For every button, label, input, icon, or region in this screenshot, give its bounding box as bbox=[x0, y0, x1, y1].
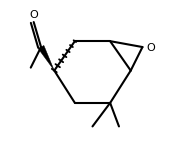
Text: O: O bbox=[146, 43, 155, 53]
Text: O: O bbox=[29, 10, 38, 20]
Polygon shape bbox=[38, 45, 54, 71]
